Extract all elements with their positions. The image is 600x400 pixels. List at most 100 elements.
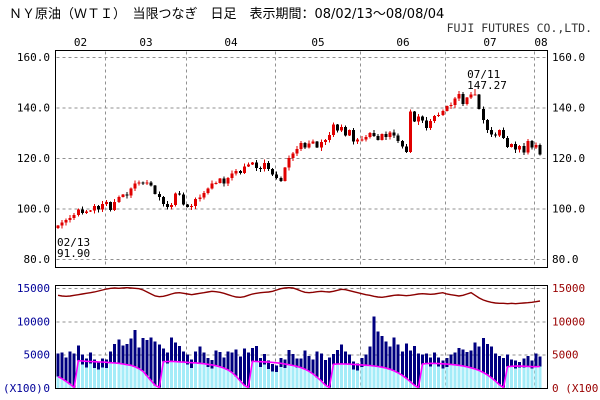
volume-bar (404, 343, 408, 388)
candle-body (157, 194, 161, 198)
front-volume-bar (165, 363, 169, 388)
candlestick-series (56, 89, 542, 229)
front-volume-bar (530, 368, 534, 388)
candle-body (246, 164, 250, 167)
front-volume-bar (202, 363, 206, 388)
candle-body (441, 111, 445, 116)
candle-body (234, 170, 238, 174)
candle-body (307, 143, 311, 148)
candle-body (477, 94, 481, 109)
volume-tick-left: 15000 (17, 282, 50, 295)
candle-body (311, 141, 315, 144)
front-volume-bar (206, 367, 210, 388)
front-volume-bar (60, 378, 64, 388)
total-oi-line (57, 286, 541, 305)
volume-bar (246, 352, 250, 388)
candle-body (137, 182, 141, 184)
candle-body (178, 193, 181, 195)
candle-body (388, 132, 392, 137)
front-volume-bar (360, 367, 364, 388)
month-label: 06 (396, 36, 409, 49)
front-volume-bar (461, 366, 465, 388)
front-volume-bar (388, 369, 392, 388)
candle-body (210, 183, 214, 189)
candle-body (222, 178, 226, 184)
candle-body (376, 135, 380, 140)
front-volume-bar (291, 365, 295, 388)
candle-body (113, 201, 117, 210)
front-volume-bar (80, 364, 84, 388)
candle-body (291, 153, 295, 158)
candle-body (68, 218, 72, 220)
volume-bar (376, 331, 380, 388)
candle-body (404, 146, 408, 152)
front-volume-bar (307, 371, 311, 388)
candle-body (340, 127, 343, 131)
volume-bar (416, 353, 420, 388)
volume-unit-left: (X100) (3, 382, 43, 395)
price-tick-right: 120.0 (552, 152, 585, 165)
front-volume-bar (113, 363, 117, 388)
candle-body (396, 135, 400, 141)
front-volume-bar (433, 363, 437, 388)
candle-body (416, 116, 420, 122)
front-volume-bar (56, 376, 60, 388)
candle-body (319, 142, 323, 148)
volume-bar (400, 351, 404, 388)
volume-bar (388, 346, 392, 388)
volume-bar (380, 336, 384, 388)
month-label: 03 (139, 36, 152, 49)
candle-body (214, 182, 218, 184)
volume-tick-right: 0 (X100) (552, 382, 600, 395)
front-volume-bar (267, 369, 271, 388)
front-volume-bar (153, 385, 157, 388)
chart-title: ＮＹ原油（ＷＴＩ） 当限つなぎ 日足 表示期間：08/02/13～08/08/0… (9, 7, 445, 22)
volume-bar (502, 358, 505, 388)
candle-body (360, 139, 364, 141)
volume-tick-right: 5000 (552, 349, 579, 362)
candle-body (392, 132, 396, 136)
candle-body (206, 188, 210, 193)
candle-body (129, 188, 133, 196)
candle-body (380, 134, 384, 140)
price-tick-right: 140.0 (552, 102, 585, 115)
candle-body (238, 170, 242, 173)
volume-tick-left: 10000 (17, 315, 50, 328)
front-volume-bar (348, 364, 352, 388)
candle-body (141, 182, 145, 184)
price-tick-right: 80.0 (552, 253, 579, 266)
price-tick-left: 80.0 (24, 253, 51, 266)
front-volume-bar (376, 366, 380, 388)
candle-body (502, 130, 505, 138)
front-volume-bar (356, 370, 360, 388)
candle-body (279, 178, 283, 181)
front-volume-bar (437, 366, 441, 388)
volume-bar (157, 344, 161, 388)
candle-body (449, 104, 453, 106)
candle-body (356, 139, 360, 142)
volume-bar (72, 353, 76, 388)
volume-bar (372, 316, 376, 388)
candle-body (425, 120, 429, 128)
front-volume-bar (259, 367, 262, 388)
candle-body (254, 162, 258, 168)
month-label: 08 (534, 36, 547, 49)
price-tick-left: 120.0 (17, 152, 50, 165)
candle-body (105, 202, 109, 204)
front-volume-bar (105, 368, 109, 388)
candle-body (526, 140, 530, 153)
front-volume-bar (101, 367, 105, 388)
candle-body (80, 209, 84, 214)
price-tick-right: 100.0 (552, 203, 585, 216)
front-volume-bar (319, 381, 323, 388)
candle-body (497, 130, 501, 136)
front-volume-bar (234, 376, 238, 388)
candle-body (400, 140, 404, 147)
front-volume-bar (242, 385, 246, 388)
candle-body (437, 115, 441, 117)
front-volume-bar (287, 364, 291, 388)
volume-bar (242, 348, 246, 388)
front-volume-bar (125, 364, 129, 388)
candle-body (327, 135, 331, 141)
